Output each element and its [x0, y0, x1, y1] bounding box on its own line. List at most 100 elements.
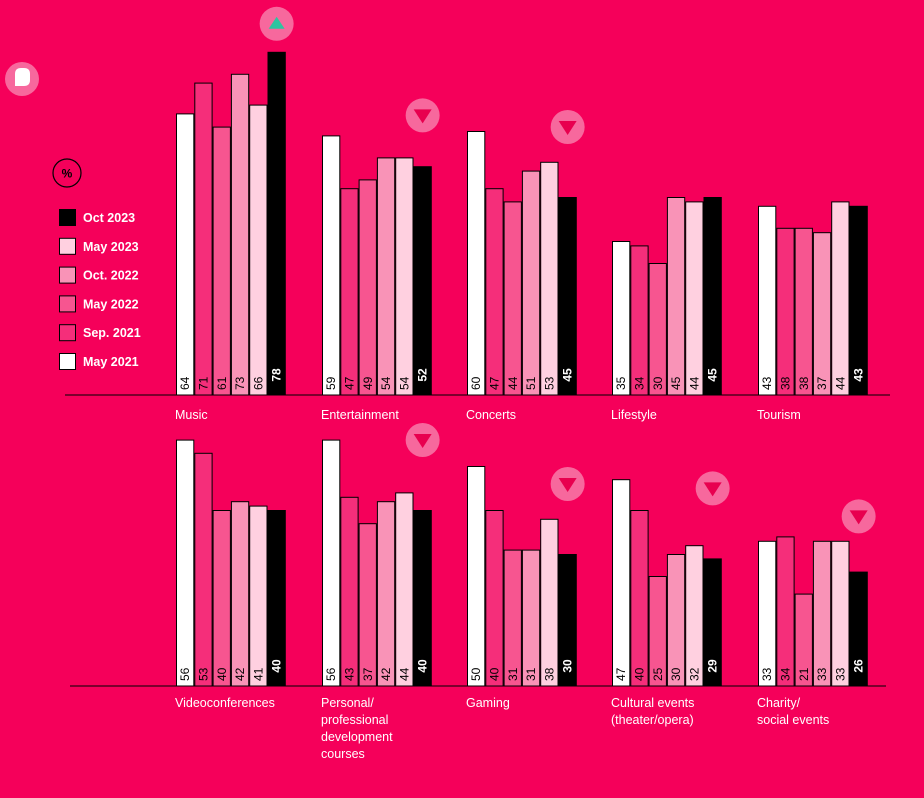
data-label: 40: [215, 667, 229, 681]
legend-item-may-2023: May 2023: [59, 237, 139, 255]
bar-may-2022: [794, 227, 813, 396]
data-label: 78: [270, 368, 284, 382]
data-label: 44: [687, 376, 701, 390]
bar-may-2021: [612, 479, 631, 687]
legend-label: May 2021: [83, 355, 139, 369]
data-label: 61: [215, 376, 229, 390]
legend-label: May 2022: [83, 297, 139, 311]
bar-oct-2022: [230, 501, 250, 687]
category-label: Entertainment: [321, 408, 399, 422]
data-label: 73: [233, 376, 247, 390]
bar-may-2022: [358, 523, 377, 687]
bar-may-2021: [612, 241, 631, 396]
data-label: 33: [815, 667, 829, 681]
bar-oct-2022: [376, 501, 396, 687]
data-label: 37: [361, 667, 375, 681]
bar-oct-2022: [812, 540, 832, 687]
unit-badge: %: [52, 158, 82, 188]
legend: Oct 2023 May 2023 Oct. 2022 May 2022 Sep. 20…: [59, 209, 141, 370]
panel-lifestyle: 35 34 30 45 44 45 Lifestyle: [611, 197, 722, 422]
brand-logo: [5, 62, 39, 96]
bar-sep-2021: [630, 510, 649, 687]
data-label: 66: [251, 376, 265, 390]
data-label: 40: [487, 667, 501, 681]
panel-music: 64 71 61 73 66 78 Music: [175, 6, 294, 422]
bar-may-2023: [395, 492, 414, 687]
bar-may-2021: [176, 439, 195, 687]
data-label: 53: [542, 376, 556, 390]
data-label: 33: [760, 667, 774, 681]
bar-may-2022: [648, 263, 667, 396]
data-label: 49: [361, 376, 375, 390]
data-label: 54: [397, 376, 411, 390]
data-label: 35: [614, 376, 628, 390]
legend-swatch: [59, 266, 76, 284]
trend-down-icon: [550, 110, 585, 144]
category-label: social events: [757, 713, 829, 727]
bar-may-2021: [467, 131, 486, 396]
bar-may-2021: [322, 135, 341, 396]
data-label: 38: [542, 667, 556, 681]
data-label: 56: [324, 667, 338, 681]
category-label: professional: [321, 713, 388, 727]
data-label: 21: [797, 667, 811, 681]
data-label: 44: [397, 667, 411, 681]
bar-may-2022: [358, 179, 377, 396]
data-label: 47: [342, 376, 356, 390]
bar-sep-2021: [776, 536, 795, 687]
data-label: 31: [524, 667, 538, 681]
bar-may-2022: [212, 510, 231, 687]
category-label: Gaming: [466, 696, 510, 710]
bar-sep-2021: [630, 245, 649, 396]
data-label: 60: [469, 376, 483, 390]
bar-may-2021: [322, 439, 341, 687]
data-label: 64: [178, 376, 192, 390]
bar-may-2021: [758, 540, 777, 687]
bar-may-2021: [758, 205, 777, 396]
bar-may-2023: [395, 157, 414, 396]
bar-oct-2022: [521, 170, 541, 396]
bar-may-2023: [249, 104, 268, 396]
legend-swatch: [59, 237, 76, 255]
data-label: 45: [706, 368, 720, 382]
legend-item-may-2021: May 2021: [59, 353, 139, 370]
data-label: 42: [233, 667, 247, 681]
bar-sep-2021: [340, 496, 359, 687]
data-label: 40: [270, 659, 284, 673]
legend-item-oct-2022: Oct. 2022: [59, 266, 139, 284]
bar-may-2023: [249, 505, 268, 687]
data-label: 38: [778, 376, 792, 390]
bar-oct-2023: [558, 197, 577, 396]
trend-down-icon: [550, 467, 585, 501]
trend-down-icon: [405, 98, 440, 133]
bar-oct-2022: [812, 232, 832, 396]
data-label: 44: [506, 376, 520, 390]
category-label: Tourism: [757, 408, 801, 422]
category-label: development: [321, 730, 393, 744]
data-label: 71: [196, 376, 210, 390]
data-label: 40: [416, 659, 430, 673]
data-label: 30: [561, 659, 575, 673]
data-label: 44: [833, 376, 847, 390]
data-label: 42: [379, 667, 393, 681]
trend-down-icon: [695, 471, 730, 506]
bar-oct-2022: [376, 157, 396, 396]
data-label: 30: [651, 376, 665, 390]
legend-swatch: [59, 353, 76, 370]
bar-may-2023: [831, 540, 850, 687]
bar-oct-2022: [521, 549, 541, 687]
bar-oct-2023: [413, 166, 432, 396]
bar-may-2023: [831, 201, 850, 396]
data-label: 51: [524, 376, 538, 390]
category-label: courses: [321, 747, 365, 761]
bar-oct-2022: [666, 197, 686, 396]
data-label: 43: [342, 667, 356, 681]
trend-down-icon: [841, 499, 876, 534]
data-label: 43: [852, 368, 866, 382]
data-label: 53: [196, 667, 210, 681]
unit-label: %: [62, 167, 73, 181]
category-label: Concerts: [466, 408, 516, 422]
legend-item-sep-2021: Sep. 2021: [59, 324, 141, 342]
category-label: Lifestyle: [611, 408, 657, 422]
data-label: 33: [833, 667, 847, 681]
